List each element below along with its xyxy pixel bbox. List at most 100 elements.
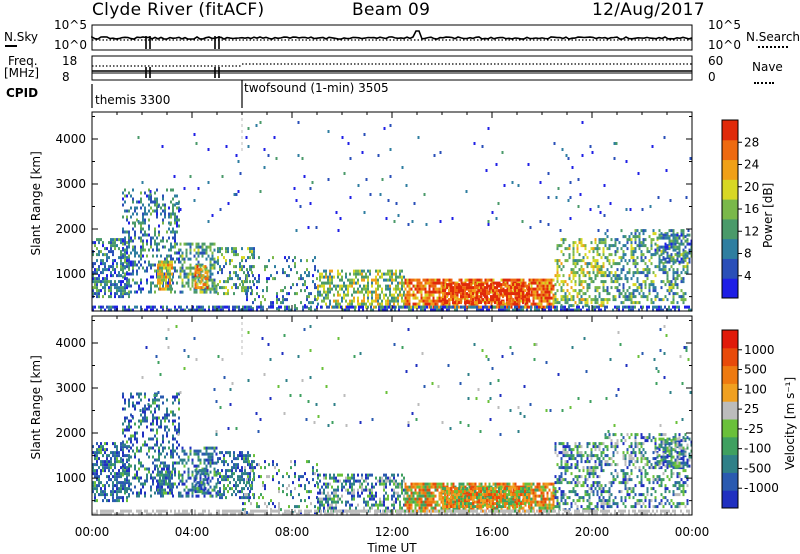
data-cell — [480, 292, 482, 296]
data-cell — [225, 472, 227, 476]
data-cell — [178, 455, 180, 459]
data-cell — [204, 308, 206, 312]
data-cell — [685, 196, 688, 199]
data-cell — [542, 287, 545, 291]
data-cell — [169, 278, 171, 282]
data-cell — [327, 130, 330, 133]
data-cell — [213, 290, 216, 294]
data-cell — [204, 283, 207, 287]
data-cell — [282, 268, 284, 272]
data-cell — [668, 305, 670, 309]
data-cell — [152, 446, 154, 450]
data-cell — [544, 284, 547, 288]
data-cell — [660, 253, 663, 257]
data-cell — [130, 260, 132, 264]
data-cell — [408, 296, 411, 300]
data-cell — [668, 247, 671, 251]
data-cell — [532, 299, 535, 303]
data-cell — [248, 493, 250, 497]
data-cell — [381, 178, 384, 181]
data-cell — [185, 479, 188, 483]
data-cell — [132, 263, 134, 267]
data-cell — [466, 286, 468, 290]
data-cell — [480, 305, 483, 309]
data-cell — [680, 289, 683, 293]
data-cell — [539, 220, 542, 223]
data-cell — [132, 443, 134, 447]
data-cell — [398, 308, 400, 312]
data-cell — [432, 287, 435, 291]
data-cell — [351, 476, 353, 480]
data-cell — [142, 239, 144, 243]
data-cell — [604, 238, 607, 242]
data-cell — [664, 236, 667, 240]
data-cell — [122, 275, 124, 279]
data-cell — [209, 260, 212, 264]
data-cell — [176, 251, 178, 255]
data-cell — [674, 236, 677, 240]
data-cell — [339, 287, 341, 291]
data-cell — [124, 194, 126, 198]
data-cell — [126, 496, 128, 500]
data-cell — [183, 284, 186, 288]
data-cell — [140, 398, 142, 402]
data-cell — [597, 229, 600, 232]
data-cell — [146, 281, 148, 285]
data-cell — [98, 484, 100, 488]
data-cell — [106, 481, 108, 485]
data-cell — [562, 238, 565, 242]
data-cell — [516, 305, 518, 309]
data-cell — [425, 223, 428, 226]
data-cell — [246, 295, 248, 299]
data-cell — [280, 305, 282, 309]
data-cell — [278, 469, 280, 473]
data-cell — [198, 490, 201, 494]
data-cell — [241, 247, 243, 251]
data-cell — [100, 481, 102, 485]
data-cell — [217, 481, 219, 485]
data-cell — [516, 302, 519, 306]
data-cell — [233, 478, 235, 482]
data-cell — [98, 268, 100, 272]
data-cell — [452, 281, 455, 285]
data-cell — [458, 278, 461, 282]
data-cell — [181, 479, 184, 483]
data-cell — [446, 286, 448, 290]
data-cell — [124, 266, 126, 270]
data-cell — [516, 298, 518, 302]
data-cell — [528, 298, 530, 302]
data-cell — [646, 305, 648, 309]
data-cell — [207, 458, 210, 462]
data-cell — [130, 413, 132, 417]
data-cell — [176, 230, 178, 234]
data-cell — [124, 230, 126, 234]
data-cell — [632, 308, 634, 312]
data-cell — [550, 287, 553, 291]
data-cell — [137, 136, 140, 139]
data-cell — [448, 308, 450, 312]
data-cell — [678, 308, 680, 312]
data-cell — [122, 289, 124, 293]
data-cell — [179, 248, 182, 252]
data-cell — [570, 286, 573, 290]
data-cell — [96, 454, 98, 458]
data-cell — [132, 449, 134, 453]
data-cell — [197, 242, 200, 246]
data-cell — [233, 253, 235, 257]
data-cell — [158, 446, 160, 450]
data-cell — [341, 278, 343, 282]
data-cell — [162, 197, 164, 201]
data-cell — [329, 497, 331, 501]
data-cell — [178, 494, 180, 498]
data-cell — [634, 271, 637, 275]
data-cell — [470, 302, 473, 306]
data-cell — [195, 449, 198, 453]
data-cell — [191, 482, 194, 486]
data-cell — [347, 293, 349, 297]
data-cell — [96, 484, 98, 488]
data-cell — [92, 280, 94, 284]
data-cell — [329, 494, 331, 498]
data-cell — [158, 233, 160, 237]
data-cell — [476, 305, 478, 309]
data-cell — [211, 452, 214, 456]
